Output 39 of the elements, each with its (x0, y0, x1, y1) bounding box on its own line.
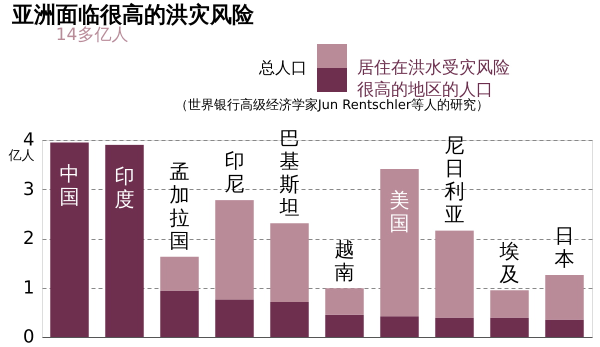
bar (435, 230, 474, 318)
x-tick-label: 尼日利亚 (444, 133, 464, 226)
y-tick-label: 2 (23, 228, 34, 249)
x-tick-label: 印度 (114, 164, 134, 212)
y-tick-label: 3 (23, 178, 34, 200)
y-tick-label: 1 (23, 277, 34, 298)
x-tick-label: 越南 (334, 236, 354, 284)
bar (545, 274, 584, 320)
bar (270, 223, 309, 302)
bar (490, 318, 529, 337)
bar (325, 288, 364, 315)
bar (380, 316, 419, 337)
bar (50, 142, 89, 337)
x-tick-label: 中国 (60, 162, 80, 209)
y-axis-title: 亿人 (8, 148, 34, 164)
bar (215, 200, 254, 300)
bar (435, 318, 474, 337)
bar (270, 302, 309, 337)
y-tick-label: 0 (23, 326, 34, 347)
x-tick-label: 印尼 (224, 148, 244, 196)
bar (105, 144, 144, 337)
text: 14多亿人 (56, 25, 128, 45)
x-tick-label: 美国 (390, 188, 410, 236)
legend-title: 总人口 (258, 58, 307, 77)
bar (545, 320, 584, 337)
text: （世界银行高级经济学家Jun Rentschler等人的研究） (174, 97, 490, 113)
x-tick-label: 巴基斯坦 (278, 126, 300, 219)
legend-label: 居住在洪水受灾风险很高的地区的人口 (357, 58, 510, 100)
bar (380, 169, 419, 316)
x-tick-label: 埃及 (498, 238, 520, 286)
bar (160, 290, 199, 337)
chart-title: 亚洲面临很高的洪灾风险 (11, 2, 255, 28)
bar (325, 314, 364, 337)
bar (490, 290, 529, 318)
x-tick-label: 日本 (554, 223, 574, 270)
bar (215, 300, 254, 337)
y-tick-label: 4 (23, 130, 34, 150)
x-tick-label: 孟加拉国 (170, 159, 190, 252)
bar (160, 256, 199, 291)
